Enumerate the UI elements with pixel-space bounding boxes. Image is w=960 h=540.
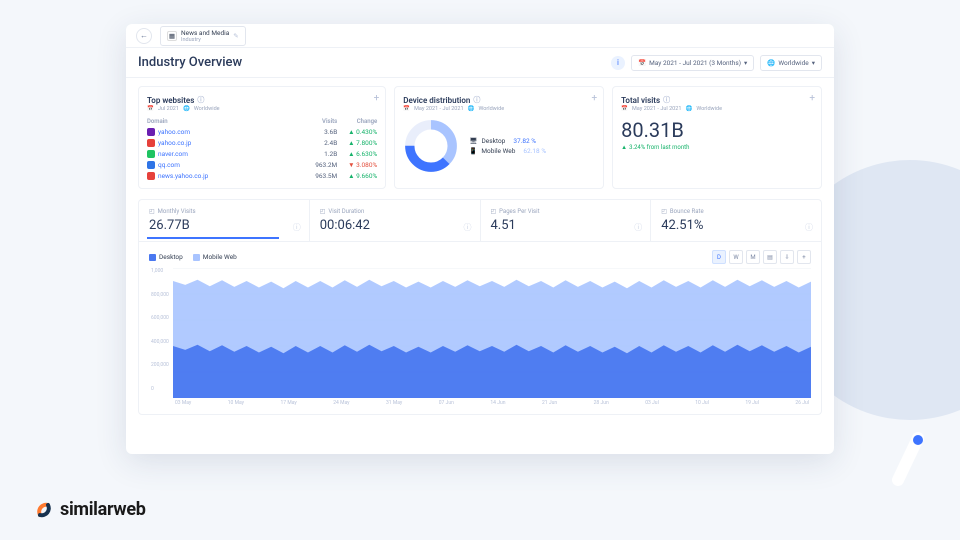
metric-tab[interactable]: ◰ Visit Duration00:06:42ⓘ <box>310 200 481 241</box>
globe-icon: 🌐 <box>685 106 692 112</box>
legend-desktop: Desktop <box>159 253 183 261</box>
chart-type-icon[interactable]: ▤ <box>763 250 777 264</box>
table-row[interactable]: naver.com 1.2B ▲ 6.630% <box>147 150 377 158</box>
calendar-icon: 📅 <box>638 59 646 67</box>
calendar-icon: 📅 <box>621 106 628 112</box>
top-websites-card: + Top websitesⓘ 📅 Jul 2021 🌐 Worldwide Dom… <box>138 86 386 189</box>
mobile-icon: 📱 <box>469 147 477 155</box>
table-row[interactable]: yahoo.co.jp 2.4B ▲ 7.800% <box>147 139 377 147</box>
device-distribution-card: + Device distributionⓘ 📅 May 2021 - Jul 2… <box>394 86 604 189</box>
card-sub-region: Worldwide <box>194 106 220 112</box>
breadcrumb-sub: Industry <box>181 37 229 43</box>
granularity-month[interactable]: M <box>746 250 760 264</box>
legend-desktop: Desktop <box>482 137 506 145</box>
table-row[interactable]: yahoo.com 3.6B ▲ 0.430% <box>147 128 377 136</box>
background-accent <box>890 430 930 490</box>
topbar: ← ▦ News and Media Industry ✎ <box>126 24 834 48</box>
col-visits: Visits <box>307 118 337 125</box>
breadcrumb-chip[interactable]: ▦ News and Media Industry ✎ <box>160 26 246 46</box>
metric-tab[interactable]: ◰ Monthly Visits26.77Bⓘ <box>139 200 310 241</box>
page-title: Industry Overview <box>138 55 242 70</box>
metric-tab[interactable]: ◰ Pages Per Visit4.51ⓘ <box>481 200 652 241</box>
edit-icon[interactable]: ✎ <box>233 32 238 40</box>
globe-icon: 🌐 <box>183 106 190 112</box>
breadcrumb-label: News and Media <box>181 29 229 37</box>
card-sub-date: May 2021 - Jul 2021 <box>414 106 463 112</box>
help-icon[interactable]: ⓘ <box>473 95 480 105</box>
legend-mobile: Mobile Web <box>481 147 515 155</box>
help-icon[interactable]: ⓘ <box>197 95 204 105</box>
date-range-picker[interactable]: 📅 May 2021 - Jul 2021 (3 Months) ▾ <box>631 55 754 71</box>
x-axis: 03 May10 May17 May24 May31 May07 Jun14 J… <box>173 400 811 406</box>
info-icon[interactable]: i <box>611 56 625 70</box>
add-widget-button[interactable]: + <box>809 93 815 104</box>
card-title: Total visits <box>621 96 660 105</box>
card-sub-region: Worldwide <box>478 106 504 112</box>
total-visits-value: 80.31B <box>621 118 813 142</box>
card-sub-date: Jul 2021 <box>158 106 179 112</box>
expand-icon[interactable]: + <box>797 250 811 264</box>
metric-tab[interactable]: ◰ Bounce Rate42.51%ⓘ <box>651 200 821 241</box>
card-sub-date: May 2021 - Jul 2021 <box>632 106 681 112</box>
add-widget-button[interactable]: + <box>591 93 597 104</box>
granularity-day[interactable]: D <box>712 250 726 264</box>
donut-chart <box>403 118 459 174</box>
col-domain: Domain <box>147 118 307 125</box>
legend-desktop-pct: 37.82 % <box>513 137 536 145</box>
legend-mobile-pct: 62.18 % <box>523 147 546 155</box>
metrics-tabs: ◰ Monthly Visits26.77Bⓘ◰ Visit Duration0… <box>138 199 822 241</box>
legend-swatch-mobile <box>193 254 200 261</box>
card-title: Device distribution <box>403 96 470 105</box>
card-sub-region: Worldwide <box>696 106 722 112</box>
chart-card: Desktop Mobile Web D W M ▤ ⇩ + 1,000800,… <box>138 241 822 415</box>
y-axis: 1,000800,000600,000400,000200,0000 <box>151 268 169 392</box>
download-icon[interactable]: ⇩ <box>780 250 794 264</box>
up-arrow-icon: ▲ <box>621 144 627 151</box>
area-chart <box>173 268 811 398</box>
chevron-down-icon: ▾ <box>744 59 747 67</box>
total-visits-card: + Total visitsⓘ 📅 May 2021 - Jul 2021 🌐 Wo… <box>612 86 822 189</box>
globe-icon: 🌐 <box>767 59 775 67</box>
add-widget-button[interactable]: + <box>374 93 380 104</box>
card-title: Top websites <box>147 96 194 105</box>
table-row[interactable]: news.yahoo.co.jp 963.5M ▲ 9.660% <box>147 172 377 180</box>
logo-icon <box>34 500 54 520</box>
legend-swatch-desktop <box>149 254 156 261</box>
help-icon[interactable]: ⓘ <box>663 95 670 105</box>
legend-mobile: Mobile Web <box>203 253 237 261</box>
col-change: Change <box>337 118 377 125</box>
calendar-icon: 📅 <box>147 106 154 112</box>
calendar-icon: 📅 <box>403 106 410 112</box>
back-button[interactable]: ← <box>136 28 152 44</box>
date-range-label: May 2021 - Jul 2021 (3 Months) <box>649 59 741 67</box>
total-visits-delta: 3.24% from last month <box>629 144 689 151</box>
granularity-week[interactable]: W <box>729 250 743 264</box>
chevron-down-icon: ▾ <box>812 59 815 67</box>
titlebar: Industry Overview i 📅 May 2021 - Jul 202… <box>126 48 834 78</box>
table-row[interactable]: qq.com 963.2M ▼ 3.080% <box>147 161 377 169</box>
brand-logo: similarweb <box>34 499 146 520</box>
region-label: Worldwide <box>778 59 808 67</box>
globe-icon: 🌐 <box>468 106 475 112</box>
dashboard-window: ← ▦ News and Media Industry ✎ Industry O… <box>126 24 834 454</box>
industry-icon: ▦ <box>167 31 177 41</box>
brand-name: similarweb <box>60 499 146 520</box>
desktop-icon: 🖥 <box>469 137 477 145</box>
region-picker[interactable]: 🌐 Worldwide ▾ <box>760 55 822 71</box>
